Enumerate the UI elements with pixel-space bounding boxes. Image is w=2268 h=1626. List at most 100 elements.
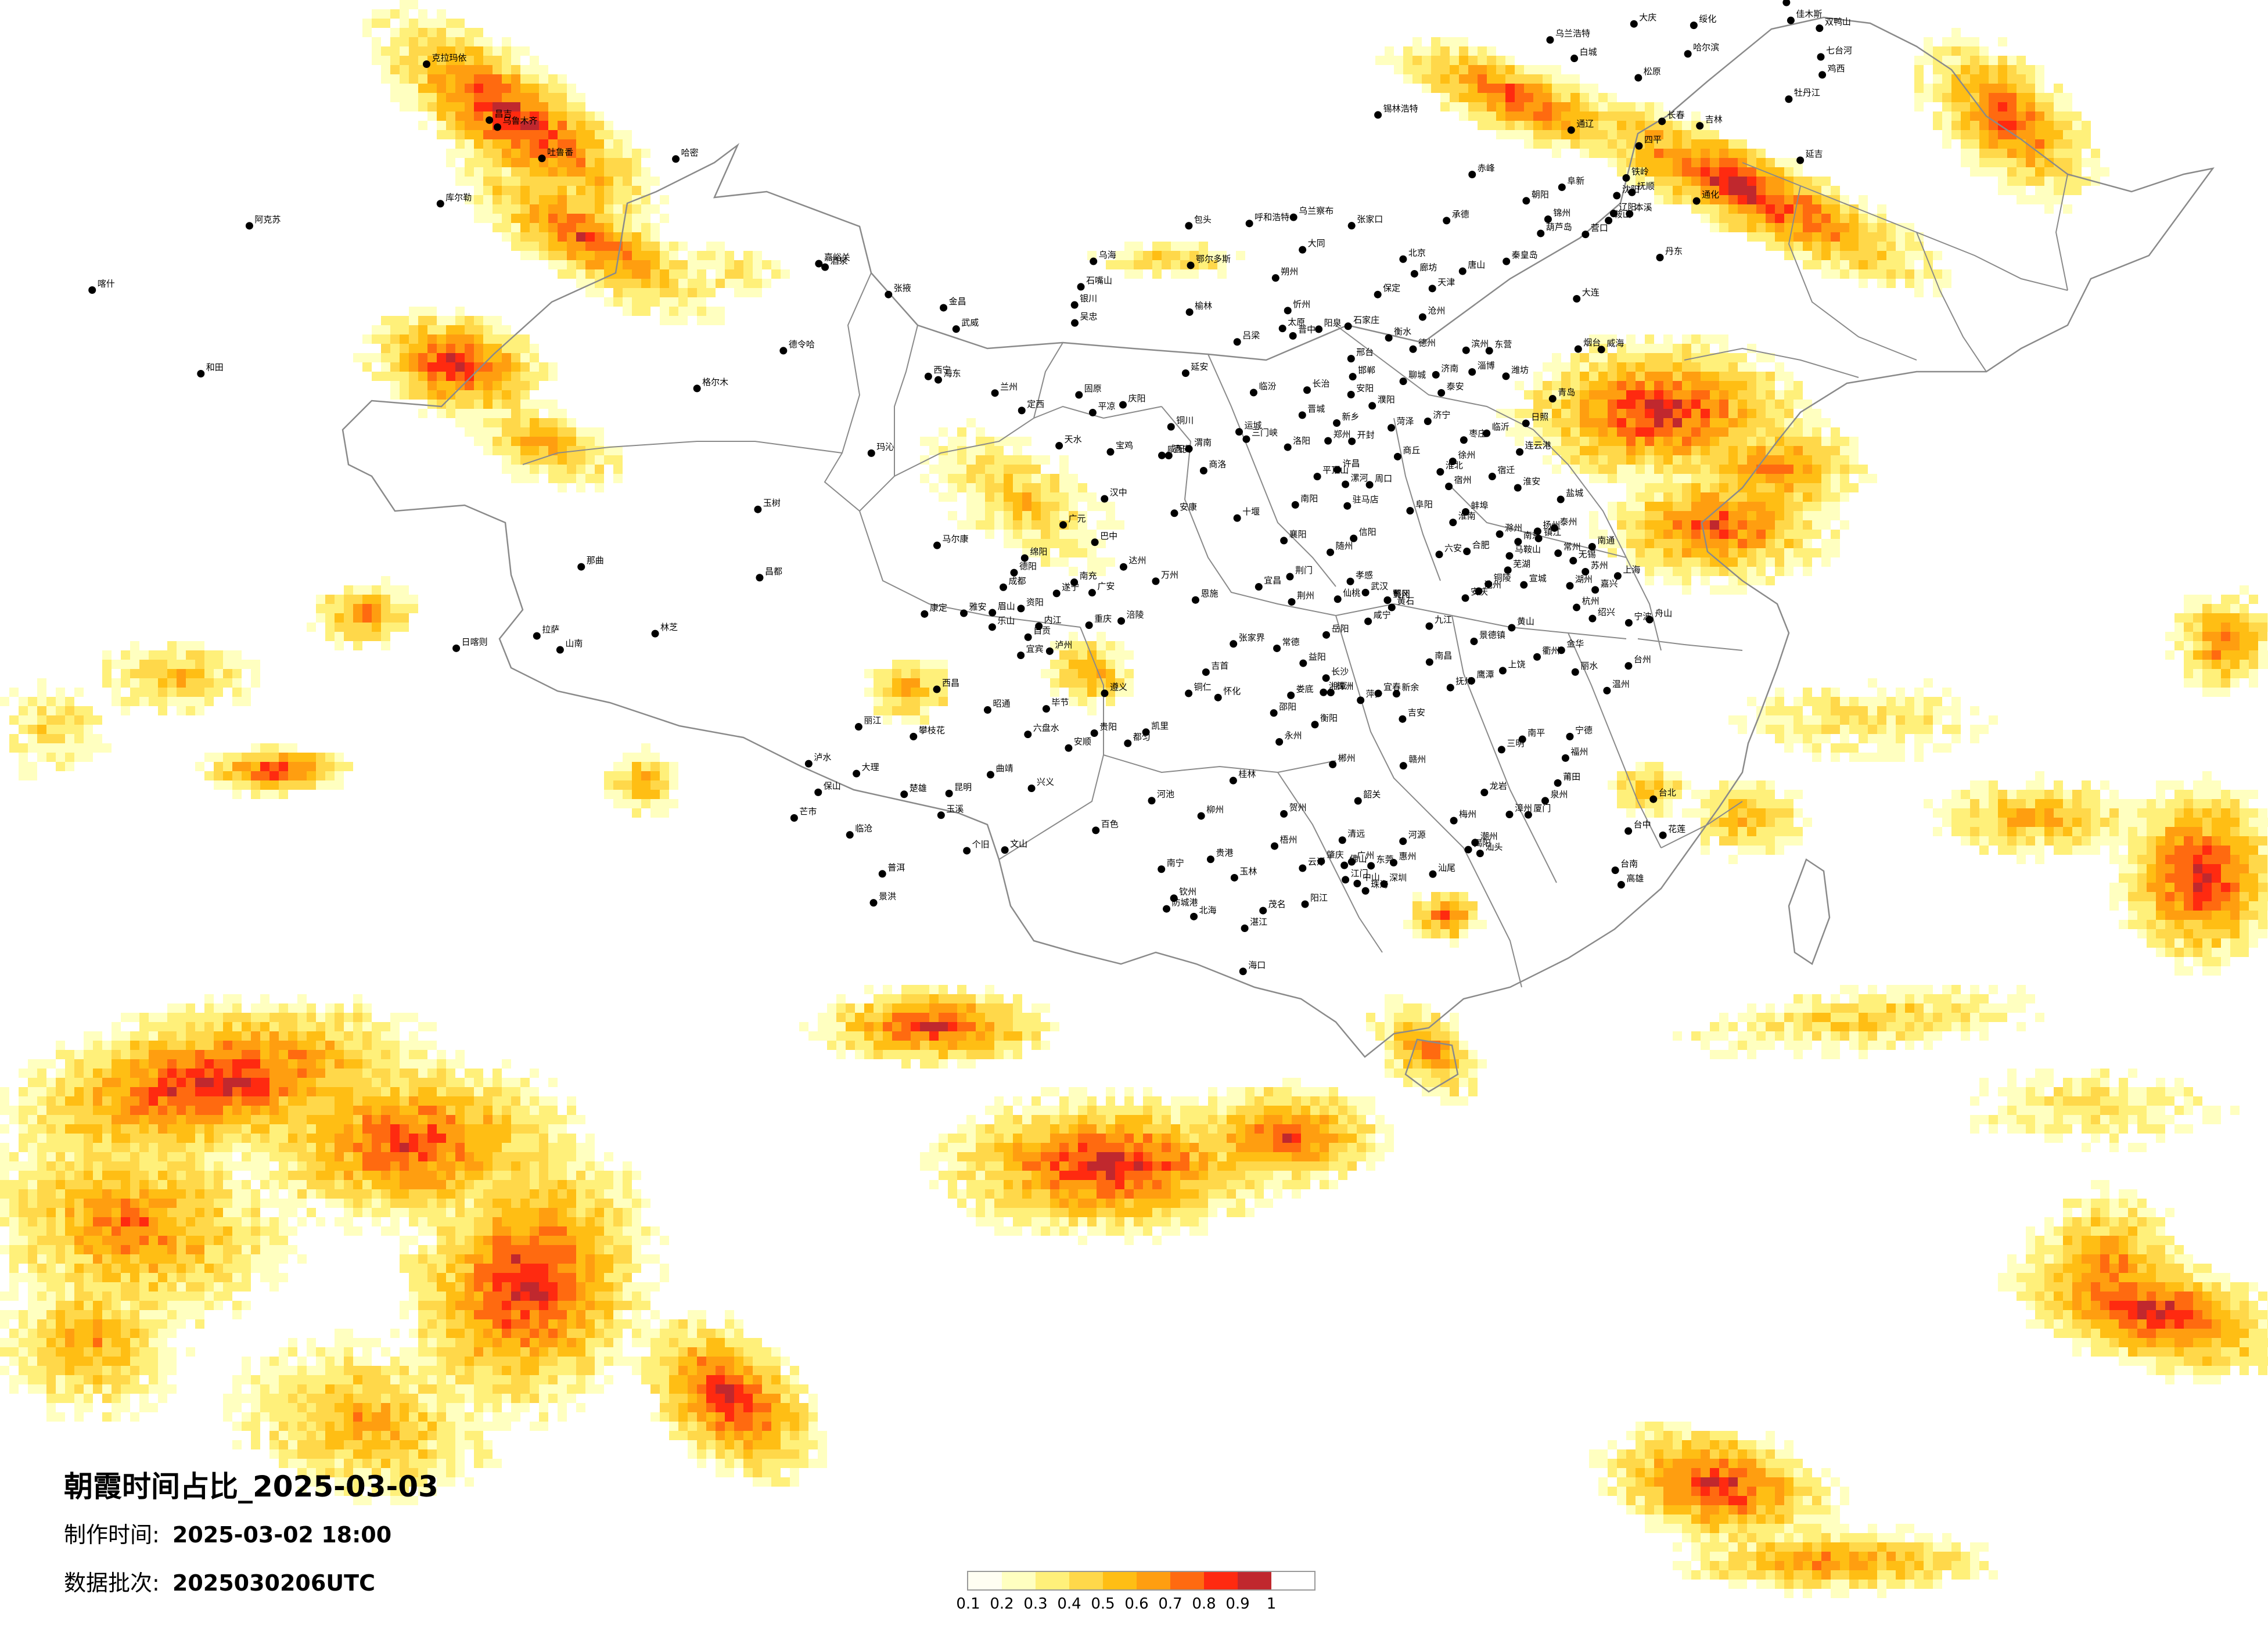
raster-cell [1896, 688, 1905, 697]
raster-cell [1793, 474, 1803, 483]
raster-cell [939, 660, 948, 669]
raster-cell [400, 0, 409, 9]
raster-cell [251, 1096, 260, 1106]
raster-cell [539, 74, 548, 84]
raster-cell [604, 455, 613, 465]
raster-cell [1645, 418, 1654, 427]
raster-cell [502, 56, 511, 65]
raster-cell [1933, 251, 1942, 260]
raster-cell [623, 149, 632, 158]
raster-cell [1831, 474, 1840, 483]
raster-cell [781, 269, 790, 279]
raster-cell [539, 139, 548, 149]
raster-cell [1589, 84, 1598, 93]
raster-cell [1859, 465, 1868, 474]
raster-cell [520, 111, 530, 121]
raster-cell [1543, 427, 1552, 437]
raster-cell [1933, 93, 1942, 102]
raster-cell [1924, 715, 1933, 725]
raster-cell [576, 465, 585, 474]
raster-cell [381, 74, 390, 84]
raster-cell [1970, 84, 1979, 93]
raster-cell [929, 1031, 939, 1041]
raster-cell [1301, 1106, 1310, 1115]
raster-cell [2044, 158, 2054, 167]
raster-cell [1793, 725, 1803, 734]
raster-cell [1124, 251, 1134, 260]
raster-cell [595, 242, 604, 251]
raster-cell [558, 455, 567, 465]
raster-cell [2137, 920, 2147, 929]
raster-cell [2054, 1087, 2063, 1096]
raster-cell [418, 1078, 427, 1087]
raster-cell [2193, 855, 2202, 864]
raster-cell [1710, 149, 1719, 158]
raster-cell [1738, 1041, 1747, 1050]
raster-cell [1106, 641, 1115, 650]
raster-cell [1608, 158, 1617, 167]
raster-cell [1505, 74, 1515, 84]
raster-cell [1793, 242, 1803, 251]
raster-cell [1793, 1013, 1803, 1022]
raster-cell [1626, 557, 1636, 567]
raster-cell [353, 585, 362, 595]
raster-cell [1803, 251, 1812, 260]
raster-cell [604, 251, 613, 260]
raster-cell [1701, 799, 1710, 808]
raster-cell [1942, 706, 1951, 715]
raster-cell [2249, 846, 2258, 855]
raster-cell [297, 771, 307, 780]
raster-cell [1784, 818, 1793, 827]
raster-cell [1561, 427, 1570, 437]
raster-cell [2017, 808, 2026, 818]
raster-cell [19, 706, 28, 715]
raster-cell [1691, 465, 1701, 474]
raster-cell [2174, 836, 2184, 846]
raster-cell [874, 688, 883, 697]
raster-cell [1859, 251, 1868, 260]
raster-cell [613, 762, 623, 771]
raster-cell [493, 167, 502, 177]
raster-cell [390, 1022, 400, 1031]
raster-cell [2063, 121, 2072, 130]
raster-cell [288, 1031, 297, 1041]
raster-cell [1979, 1013, 1989, 1022]
raster-cell [1543, 130, 1552, 139]
raster-cell [511, 362, 520, 372]
raster-cell [1905, 279, 1914, 288]
raster-cell [1645, 483, 1654, 492]
raster-cell [548, 158, 558, 167]
raster-cell [1896, 734, 1905, 743]
raster-cell [1431, 1087, 1440, 1096]
raster-cell [204, 669, 214, 678]
raster-cell [1821, 557, 1831, 567]
raster-cell [613, 130, 623, 139]
raster-cell [1682, 492, 1691, 502]
raster-cell [2212, 948, 2221, 957]
raster-cell [325, 1096, 335, 1106]
raster-cell [465, 139, 474, 149]
raster-cell [883, 697, 892, 706]
raster-cell [1905, 1022, 1914, 1031]
raster-cell [1004, 1022, 1013, 1031]
raster-cell [19, 1115, 28, 1124]
raster-cell [1896, 715, 1905, 725]
raster-cell [892, 688, 901, 697]
raster-cell [1673, 492, 1682, 502]
raster-cell [1728, 437, 1738, 446]
raster-cell [1022, 1031, 1031, 1041]
raster-cell [502, 400, 511, 409]
raster-cell [1431, 56, 1440, 65]
raster-cell [260, 1078, 269, 1087]
raster-cell [1255, 1087, 1264, 1096]
raster-cell [288, 1059, 297, 1069]
raster-cell [1663, 567, 1673, 576]
raster-cell [520, 1106, 530, 1115]
raster-cell [2193, 827, 2202, 836]
raster-cell [2193, 929, 2202, 938]
raster-cell [1812, 753, 1821, 762]
raster-cell [1831, 753, 1840, 762]
raster-cell [576, 483, 585, 492]
raster-cell [1701, 372, 1710, 381]
raster-cell [1645, 149, 1654, 158]
